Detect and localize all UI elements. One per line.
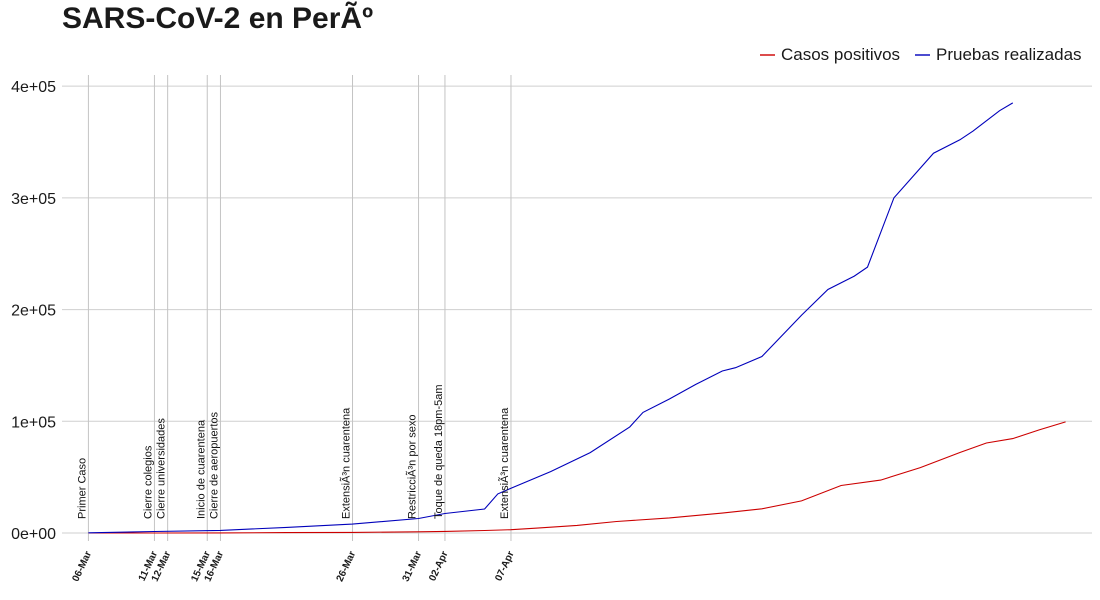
series-lines: [88, 102, 1066, 534]
x-tick-label: 31-Mar: [401, 550, 425, 584]
x-tick-label: 07-Apr: [493, 550, 516, 583]
y-tick-label: 4e+05: [11, 79, 56, 96]
event-annotation: ExtensiÃ³n cuarentena: [498, 407, 511, 519]
chart-title: SARS-CoV-2 en PerÃº: [62, 1, 373, 35]
event-annotation: ExtensiÃ³n cuarentena: [340, 407, 353, 519]
event-annotation: Cierre de aeropuertos: [208, 411, 220, 519]
y-tick-label: 1e+05: [11, 414, 56, 431]
y-axis: 0e+00 1e+05 2e+05 3e+05 4e+05: [11, 79, 56, 543]
event-lines: [87, 75, 512, 541]
y-tick-label: 2e+05: [11, 303, 56, 320]
event-annotation: Inicio de cuarentena: [195, 419, 207, 519]
legend-label-casos: Casos positivos: [781, 45, 900, 64]
event-annotations: Primer Caso Cierre colegios Cierre univers…: [76, 384, 511, 519]
legend: Casos positivos Pruebas realizadas: [760, 45, 1082, 64]
legend-label-pruebas: Pruebas realizadas: [936, 45, 1082, 64]
event-annotation: RestricciÃ³n por sexo: [406, 414, 419, 519]
x-tick-label: 06-Mar: [71, 550, 95, 584]
y-tick-label: 3e+05: [11, 191, 56, 208]
x-tick-label: 02-Apr: [427, 550, 450, 583]
series-line-casos-positivos: [88, 421, 1066, 534]
x-tick-label: 26-Mar: [335, 550, 359, 584]
y-tick-label: 0e+00: [11, 526, 56, 543]
event-annotation: Cierre universidades: [156, 418, 168, 519]
event-annotation: Cierre colegios: [142, 445, 154, 519]
series-line-pruebas-realizadas: [88, 102, 1014, 534]
event-annotation: Primer Caso: [76, 458, 88, 519]
event-annotation: Toque de queda 18pm-5am: [433, 384, 445, 519]
